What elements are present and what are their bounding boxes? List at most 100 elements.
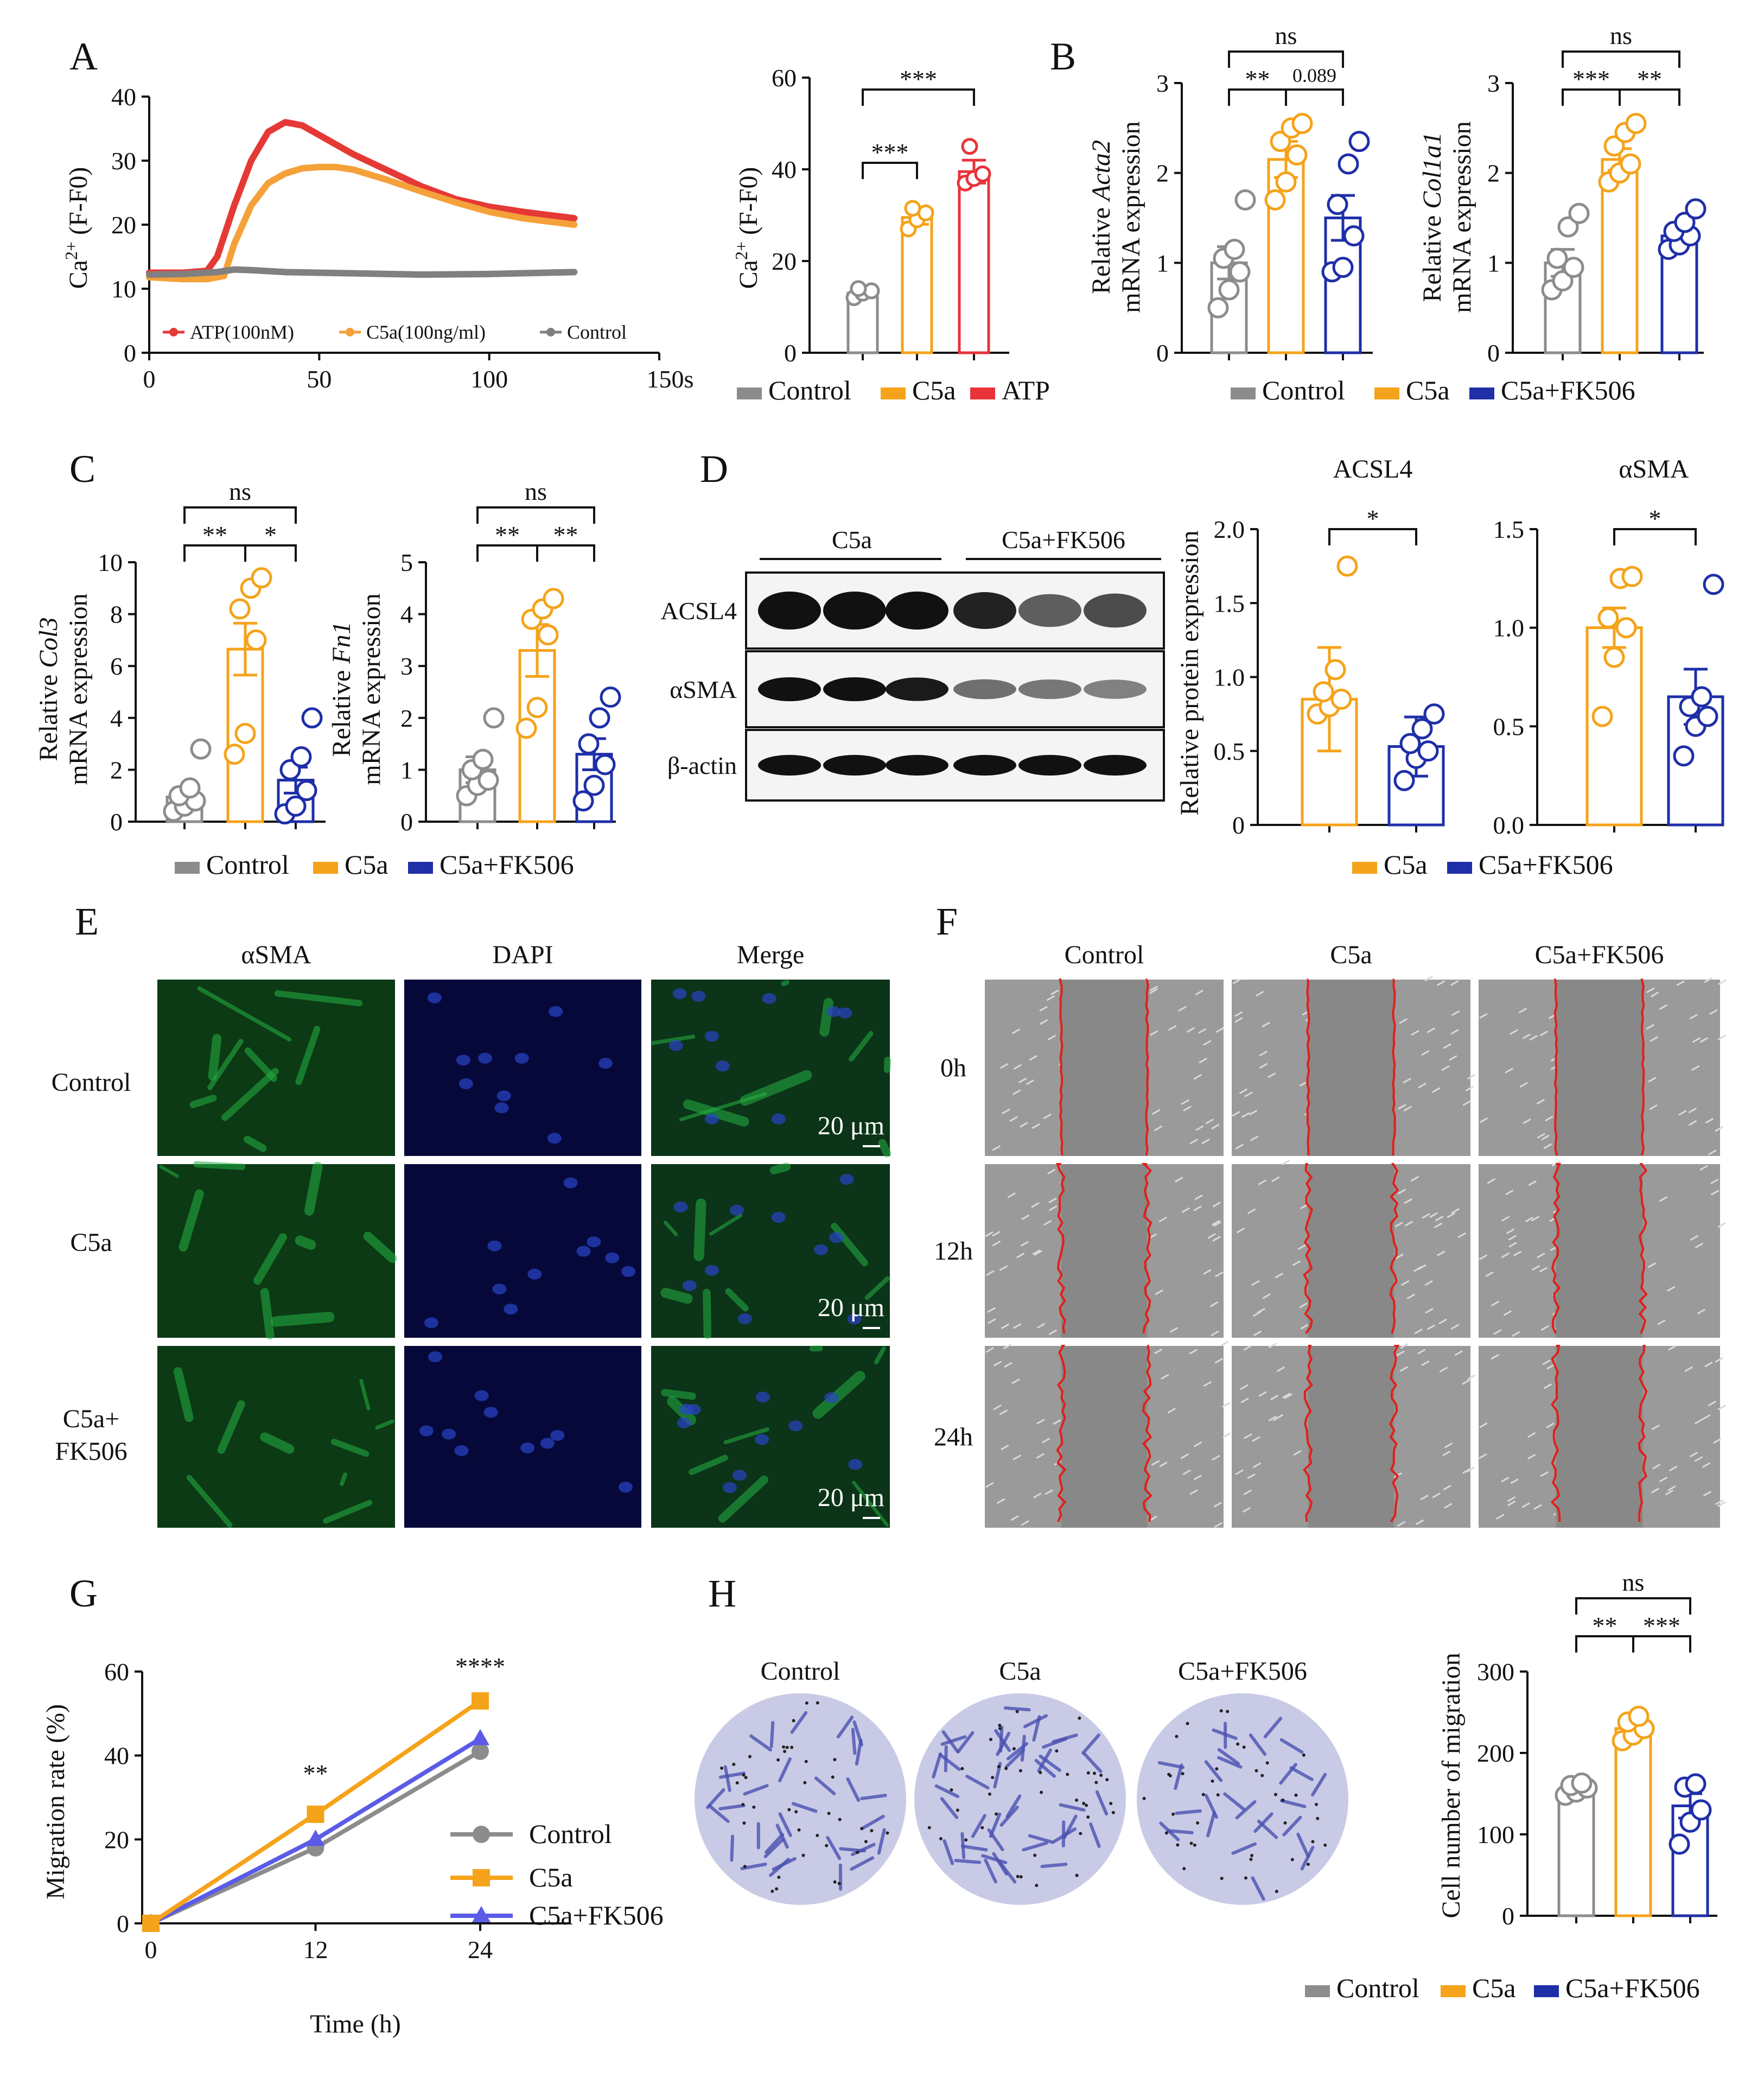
nucleus [838, 1007, 852, 1019]
pore [886, 1831, 889, 1835]
cell [1251, 1280, 1260, 1286]
cell [1036, 1453, 1045, 1459]
cell [1523, 1118, 1531, 1124]
migrated-cell [1296, 1832, 1310, 1858]
row-label: 24h [934, 1423, 973, 1452]
cell [1512, 1331, 1520, 1337]
pore [803, 1781, 807, 1784]
wound-area [1308, 1164, 1394, 1338]
cell [1212, 1202, 1221, 1208]
series-marker [306, 1829, 325, 1846]
pore [998, 1726, 1002, 1730]
nucleus [494, 1102, 509, 1114]
significance-label: ** [1245, 65, 1270, 93]
migrated-cell [1082, 1752, 1103, 1773]
cell [1252, 1436, 1260, 1442]
cell [1427, 1027, 1436, 1033]
cell [1506, 1228, 1515, 1235]
pore [1085, 1803, 1088, 1807]
legend-swatch [1374, 387, 1399, 399]
cell [1539, 1267, 1548, 1273]
cell [1443, 1484, 1451, 1491]
cell [1537, 1133, 1546, 1139]
cell [1691, 1065, 1700, 1071]
y-axis-label: Relative Col1a1 [1418, 132, 1447, 302]
cell [1487, 1178, 1496, 1184]
cell [1276, 1366, 1285, 1373]
data-point [234, 722, 256, 744]
y-axis-label-line2: mRNA expression [1448, 121, 1476, 313]
pore [1186, 1721, 1189, 1725]
actin-fiber [323, 1500, 373, 1524]
cell [1257, 1307, 1265, 1314]
cell [1421, 1360, 1430, 1367]
blot-band [758, 755, 821, 776]
y-tick-label: 60 [772, 64, 797, 92]
pore [782, 1745, 786, 1749]
cell [1149, 985, 1158, 992]
cell [1007, 1192, 1016, 1198]
row-label: 12h [934, 1237, 973, 1266]
cell [1529, 1035, 1538, 1041]
cell [1020, 1122, 1028, 1128]
actin-fiber [253, 1233, 287, 1285]
cell [992, 1145, 1001, 1151]
cell [985, 1347, 994, 1353]
cell [1189, 1349, 1198, 1355]
data-point [1669, 1833, 1690, 1855]
nucleus [547, 1133, 562, 1144]
data-point [1224, 238, 1245, 260]
migrated-cell [1166, 1829, 1194, 1834]
pore [735, 1781, 739, 1785]
significance-bracket [536, 544, 595, 562]
pore [1275, 1890, 1278, 1894]
legend-marker [169, 328, 178, 336]
actin-fiber [221, 1068, 279, 1121]
wound-area [1308, 980, 1394, 1156]
cell [1031, 1202, 1040, 1208]
cell [1712, 1438, 1722, 1444]
y-tick-label: 0 [124, 339, 136, 367]
cell [1178, 1006, 1187, 1012]
cell [1205, 1118, 1214, 1124]
cell [1432, 1492, 1441, 1498]
pore [1012, 1747, 1016, 1751]
wound-edge [1055, 1163, 1066, 1334]
pore [783, 1750, 787, 1753]
panel-label-f: F [936, 900, 958, 943]
pore [833, 1758, 837, 1762]
cell [1438, 1318, 1447, 1325]
cell [1496, 1514, 1505, 1520]
cell [1259, 1050, 1268, 1057]
cell [1689, 1014, 1698, 1020]
chart-title: ACSL4 [1333, 455, 1413, 484]
nucleus [762, 993, 776, 1004]
blot-row-label: αSMA [670, 676, 737, 703]
migrated-cell [999, 1805, 1019, 1827]
pore [1211, 1779, 1214, 1783]
nucleus [732, 1470, 747, 1481]
y-tick-label: 0 [1502, 1902, 1514, 1930]
y-tick-label: 1 [1487, 249, 1500, 277]
data-point [1621, 566, 1643, 587]
cell [1439, 1367, 1448, 1373]
significance-label: * [1367, 505, 1379, 532]
blot-band [758, 677, 821, 701]
pore [1175, 1734, 1179, 1738]
migrated-cell [1263, 1717, 1283, 1738]
cell [1207, 1233, 1216, 1239]
significance-label: ** [303, 1759, 328, 1787]
micrograph [651, 980, 890, 1156]
series-marker [472, 1692, 489, 1710]
pore [816, 1834, 819, 1838]
cell [1508, 1235, 1517, 1241]
migrated-cell [1159, 1821, 1180, 1841]
panel-label-c: C [69, 447, 95, 491]
significance-bracket [1619, 88, 1680, 106]
migrated-cell [994, 1729, 1011, 1752]
cell [1462, 1100, 1472, 1106]
cell [1421, 1050, 1430, 1056]
cell [1235, 1469, 1244, 1475]
wound-edge [1056, 1345, 1067, 1522]
cell [1442, 1450, 1451, 1457]
